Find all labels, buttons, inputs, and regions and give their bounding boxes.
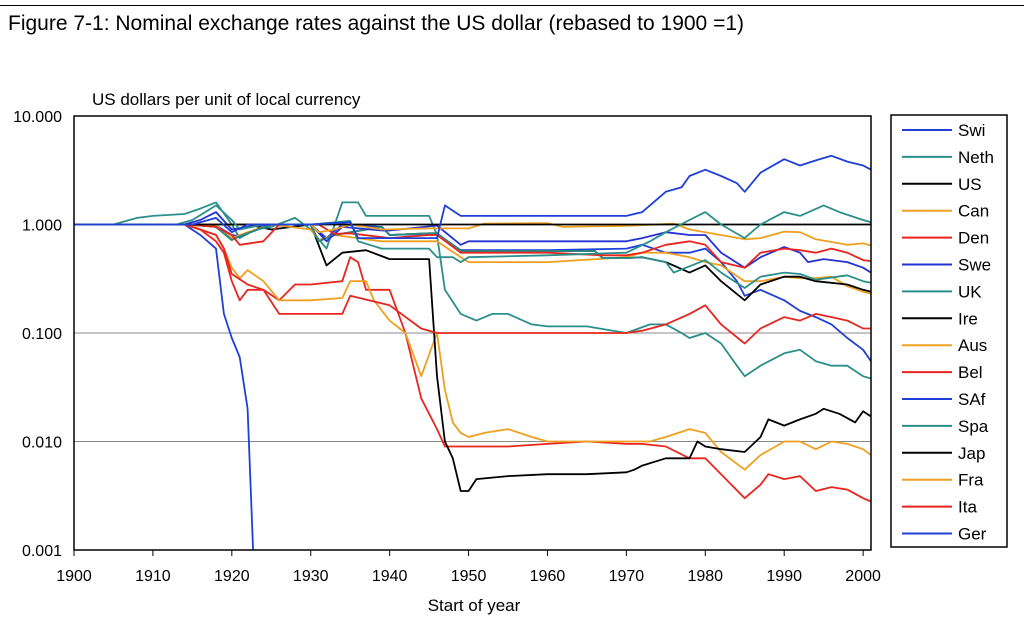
- legend-label-jap: Jap: [958, 444, 985, 463]
- plot-frame: [73, 115, 872, 551]
- x-axis-label: Start of year: [427, 596, 521, 615]
- y-axis-label: US dollars per unit of local currency: [92, 90, 361, 109]
- x-tick-label: 1910: [135, 568, 171, 585]
- y-tick-label: 0.010: [22, 435, 62, 452]
- legend-label-ger: Ger: [958, 525, 987, 544]
- series-line-ger: [74, 223, 254, 550]
- series-line-bel: [74, 223, 871, 345]
- legend-label-aus: Aus: [958, 336, 987, 355]
- legend-label-uk: UK: [958, 282, 982, 301]
- x-tick-label: 1920: [214, 568, 250, 585]
- legend-label-ire: Ire: [958, 309, 978, 328]
- x-tick-label: 1950: [451, 568, 487, 585]
- legend-label-fra: Fra: [958, 471, 984, 490]
- series-lines: [74, 154, 871, 550]
- y-tick-label: 1.000: [22, 218, 62, 235]
- series-line-neth: [74, 204, 871, 263]
- x-tick-label: 1900: [56, 568, 92, 585]
- legend-label-swi: Swi: [958, 121, 985, 140]
- x-tick-label: 1940: [372, 568, 408, 585]
- series-line-uk: [74, 223, 871, 289]
- axes: 0.001 0.010 0.100 1.000 10.000 1900 1910 1920 19…: [13, 109, 881, 585]
- legend-box: [890, 114, 1008, 548]
- x-tick-label: 2000: [845, 568, 881, 585]
- legend-label-can: Can: [958, 202, 989, 221]
- title-rule: [0, 5, 1024, 6]
- series-line-can: [74, 222, 871, 247]
- y-tick-label: 0.001: [22, 543, 62, 560]
- x-tick-label: 1960: [530, 568, 566, 585]
- series-line-fra: [74, 223, 871, 471]
- series-line-swi: [74, 154, 871, 239]
- legend-label-spa: Spa: [958, 417, 989, 436]
- legend-label-neth: Neth: [958, 148, 994, 167]
- figure-title: Figure 7-1: Nominal exchange rates again…: [8, 12, 745, 35]
- legend-label-swe: Swe: [958, 256, 991, 275]
- x-tick-label: 1970: [609, 568, 645, 585]
- legend-label-den: Den: [958, 229, 989, 248]
- y-tick-label: 0.100: [22, 326, 62, 343]
- legend-label-us: US: [958, 175, 982, 194]
- legend: Swi Neth US Can Den Swe UK Ire Aus Bel SAf Spa Jap Fr…: [902, 121, 994, 544]
- series-line-spa: [74, 201, 871, 380]
- series-line-jap: [74, 223, 871, 492]
- legend-label-saf: SAf: [958, 390, 986, 409]
- x-tick-label: 1990: [766, 568, 802, 585]
- series-line-ita: [74, 223, 871, 503]
- x-tick-label: 1930: [293, 568, 329, 585]
- series-line-swe: [74, 211, 871, 274]
- x-tick-label: 1980: [687, 568, 723, 585]
- y-tick-label: 10.000: [13, 109, 62, 126]
- legend-label-ita: Ita: [958, 498, 977, 517]
- legend-label-bel: Bel: [958, 363, 983, 382]
